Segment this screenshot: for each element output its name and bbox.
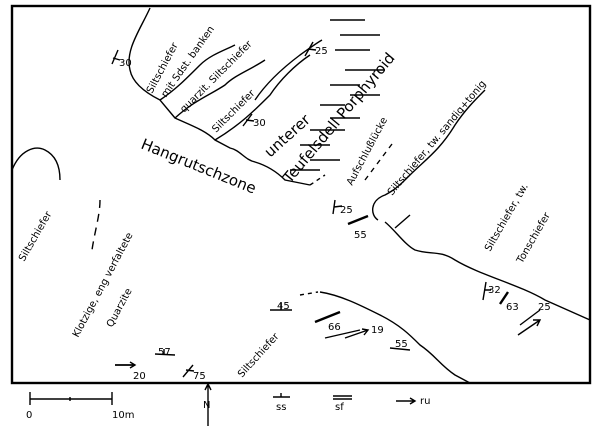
label-hangrutschzone: Hangrutschzone <box>139 135 259 198</box>
ru-arrow-icon <box>396 397 417 405</box>
label-tonschiefer: Tonschiefer <box>515 210 554 266</box>
label-siltschiefer-sandig: Siltschiefer, tw. sandig+tonig <box>386 79 489 198</box>
dip-value: 63 <box>506 302 519 313</box>
dip-value: 45 <box>277 301 290 312</box>
scale-bar <box>29 392 113 405</box>
scale-end: 10m <box>112 410 134 421</box>
measurement-values: 30 25 30 25 55 45 66 19 55 32 63 25 57 2… <box>119 46 551 382</box>
lineation-arrows <box>115 319 542 369</box>
label-siltschiefer-bottom: Siltschiefer <box>236 331 282 380</box>
label-siltschiefer-left: Siltschiefer <box>17 209 55 263</box>
ru-label: ru <box>420 396 430 407</box>
dip-value: 55 <box>395 339 408 350</box>
dip-symbols <box>111 41 541 378</box>
label-quarzite: Quarzite <box>105 287 135 330</box>
dip-value: 25 <box>315 46 328 57</box>
boundary-lines <box>11 7 591 384</box>
dip-value: 55 <box>354 230 367 241</box>
scale-start: 0 <box>26 410 32 421</box>
dip-value: 25 <box>538 302 551 313</box>
legend: 0 10m N ss sf ru <box>26 382 430 426</box>
label-siltschiefer-tw: Siltschiefer, tw. <box>483 182 531 254</box>
dip-value: 30 <box>253 118 266 129</box>
ss-symbol-icon <box>273 393 290 398</box>
dip-value: 30 <box>119 58 132 69</box>
dip-value: 25 <box>340 205 353 216</box>
north-arrow-icon <box>204 382 212 426</box>
sf-symbol-icon <box>333 395 352 400</box>
sf-label: sf <box>335 402 344 413</box>
north-label: N <box>203 400 210 411</box>
map-frame <box>10 4 592 385</box>
unit-labels: Siltschiefer mit Sdst. banken quarzit. S… <box>17 24 553 380</box>
dip-value: 19 <box>371 325 384 336</box>
dip-value: 66 <box>328 322 341 333</box>
dip-value: 32 <box>488 285 501 296</box>
dip-value: 57 <box>158 347 171 358</box>
label-klotzige-quarzite: Klotzige, eng verfaltete <box>71 231 136 339</box>
dip-value: 20 <box>133 371 146 382</box>
dip-value: 75 <box>193 371 206 382</box>
ss-label: ss <box>276 402 286 413</box>
